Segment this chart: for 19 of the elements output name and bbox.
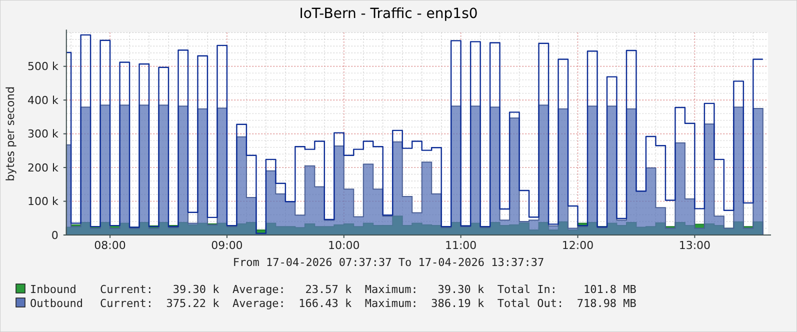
y-axis-title: bytes per second [4,86,17,182]
y-tick-label: 300 k [28,128,60,141]
text: Current: 375.22 k Average: 166.43 k Maximum: 386.19 k Total Out: 718.98 MB [100,297,637,310]
y-tick-label: 200 k [28,161,60,174]
x-tick-label: 11:00 [444,239,477,252]
y-tick-label: 100 k [28,195,60,208]
y-tick-label: 500 k [28,60,60,74]
text: From 17-04-2026 07:37:37 To 17-04-2026 13:37:37 [232,256,544,269]
x-tick-label: 10:00 [328,239,360,252]
y-tick-label: 0 [51,228,58,242]
x-tick-label: 12:00 [562,239,594,252]
legend-label: Inbound [30,283,76,296]
text: Current: 39.30 k Average: 23.57 k Maximum: 39.30 k Total In: 101.8 MB [100,283,637,296]
x-tick-label: 13:00 [678,239,711,252]
legend-label: Outbound [30,297,83,310]
x-tick-label: 08:00 [94,239,126,252]
x-tick-label: 09:00 [211,239,243,252]
chart-title: IoT-Bern - Traffic - enp1s0 [299,6,478,22]
y-tick-label: 400 k [28,94,60,107]
